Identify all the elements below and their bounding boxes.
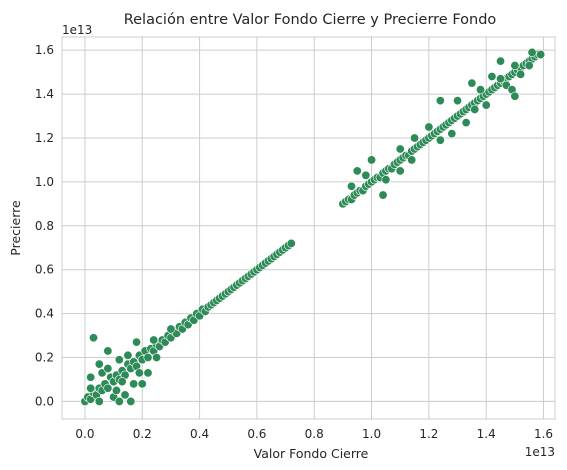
scatter-point <box>395 144 405 154</box>
scatter-point <box>86 372 96 382</box>
scatter-point <box>103 383 113 393</box>
x-tick-label: 0.8 <box>305 427 324 441</box>
x-tick-label: 1.2 <box>419 427 438 441</box>
y-tick-labels: 0.0 0.2 0.4 0.6 0.8 1.0 1.2 1.4 1.6 <box>35 43 54 408</box>
scatter-point <box>536 50 546 60</box>
scatter-point <box>143 353 153 363</box>
scatter-point <box>487 72 497 82</box>
scatter-point <box>461 118 471 128</box>
y-tick-label: 0.6 <box>35 263 54 277</box>
scatter-point <box>435 96 445 106</box>
scatter-point <box>367 155 377 165</box>
scatter-point <box>132 337 142 347</box>
y-tick-label: 1.6 <box>35 43 54 57</box>
scatter-point <box>527 47 537 57</box>
x-tick-label: 1.0 <box>362 427 381 441</box>
x-tick-label: 0.0 <box>75 427 94 441</box>
chart-title: Relación entre Valor Fondo Cierre y Prec… <box>124 12 497 28</box>
scatter-point <box>470 104 480 114</box>
scatter-point <box>496 74 506 84</box>
x-tick-label: 0.2 <box>133 427 152 441</box>
scatter-point <box>103 364 113 374</box>
scatter-point <box>149 335 159 345</box>
scatter-point <box>134 368 144 378</box>
y-axis-label: Precierre <box>8 200 23 256</box>
scatter-point <box>89 333 99 343</box>
y-tick-label: 1.4 <box>35 87 54 101</box>
scatter-point <box>152 353 162 363</box>
scatter-point <box>447 129 457 139</box>
scatter-point <box>481 100 491 110</box>
scatter-point <box>467 78 477 88</box>
scatter-point <box>103 346 113 356</box>
x-tick-label: 1.4 <box>477 427 496 441</box>
scatter-point <box>424 122 434 132</box>
y-tick-label: 0.0 <box>35 394 54 408</box>
y-offset-label: 1e13 <box>62 23 92 37</box>
scatter-point <box>381 175 391 185</box>
scatter-point <box>86 383 96 393</box>
y-tick-label: 0.4 <box>35 307 54 321</box>
scatter-point <box>352 166 362 176</box>
plot-frame <box>61 36 556 420</box>
x-tick-label: 0.4 <box>190 427 209 441</box>
scatter-point <box>516 69 526 79</box>
scatter-point <box>123 350 133 360</box>
scatter-point <box>395 166 405 176</box>
y-tick-label: 0.2 <box>35 351 54 365</box>
scatter-point <box>94 359 104 369</box>
scatter-point <box>346 181 356 191</box>
scatter-point <box>114 355 124 365</box>
scatter-point <box>129 379 139 389</box>
scatter-point <box>117 377 127 387</box>
scatter-point <box>496 56 506 66</box>
scatter-point <box>407 155 417 165</box>
scatter-point <box>435 135 445 145</box>
y-tick-label: 0.8 <box>35 219 54 233</box>
scatter-point <box>475 85 485 95</box>
x-tick-label: 0.6 <box>247 427 266 441</box>
scatter-point <box>361 170 371 180</box>
scatter-point <box>143 368 153 378</box>
scatter-point <box>114 396 124 406</box>
scatter-point <box>524 61 534 71</box>
x-axis-label: Valor Fondo Cierre <box>254 446 369 461</box>
y-tick-label: 1.2 <box>35 131 54 145</box>
scatter-point <box>510 61 520 71</box>
y-tick-label: 1.0 <box>35 175 54 189</box>
scatter-point <box>137 379 147 389</box>
x-tick-label: 1.6 <box>534 427 553 441</box>
scatter-point <box>410 133 420 143</box>
scatter-point <box>111 385 121 395</box>
scatter-points <box>80 47 546 406</box>
scatter-point <box>94 396 104 406</box>
scatter-point <box>286 238 296 248</box>
scatter-point <box>378 190 388 200</box>
scatter-point <box>120 390 130 400</box>
scatter-point <box>453 96 463 106</box>
x-tick-labels: 0.0 0.2 0.4 0.6 0.8 1.0 1.2 1.4 1.6 <box>75 427 553 441</box>
x-offset-label: 1e13 <box>525 445 555 459</box>
scatter-point <box>510 91 520 101</box>
scatter-point <box>126 396 136 406</box>
scatter-point <box>166 324 176 334</box>
